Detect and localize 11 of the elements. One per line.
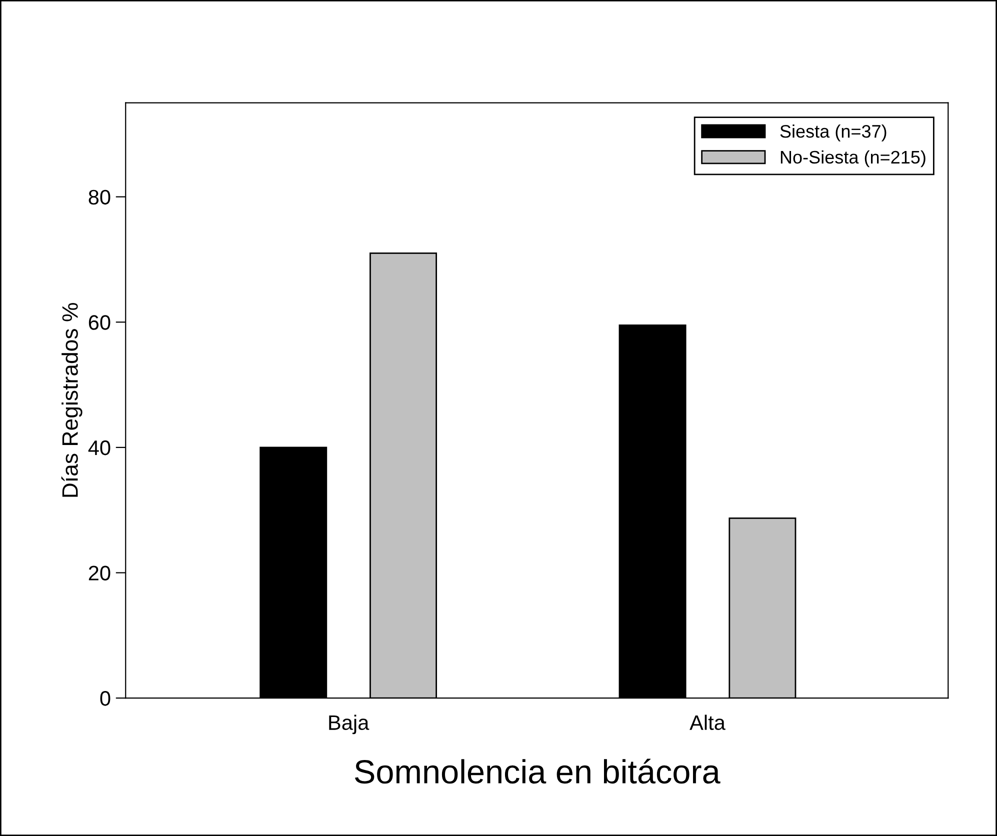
- x-axis-title: Somnolencia en bitácora: [354, 758, 720, 784]
- y-tick-label: 40: [88, 440, 110, 456]
- legend-label: Siesta (n=37): [780, 124, 886, 142]
- legend-label: No-Siesta (n=215): [780, 150, 926, 168]
- y-tick-label: 0: [100, 691, 110, 706]
- y-tick-label: 80: [88, 190, 110, 205]
- x-tick-label: Baja: [329, 714, 370, 734]
- x-tick-label: Alta: [690, 714, 726, 730]
- y-tick-label: 20: [88, 566, 110, 580]
- y-axis-title: Días Registrados %: [61, 303, 82, 497]
- y-tick-label: 60: [88, 315, 110, 330]
